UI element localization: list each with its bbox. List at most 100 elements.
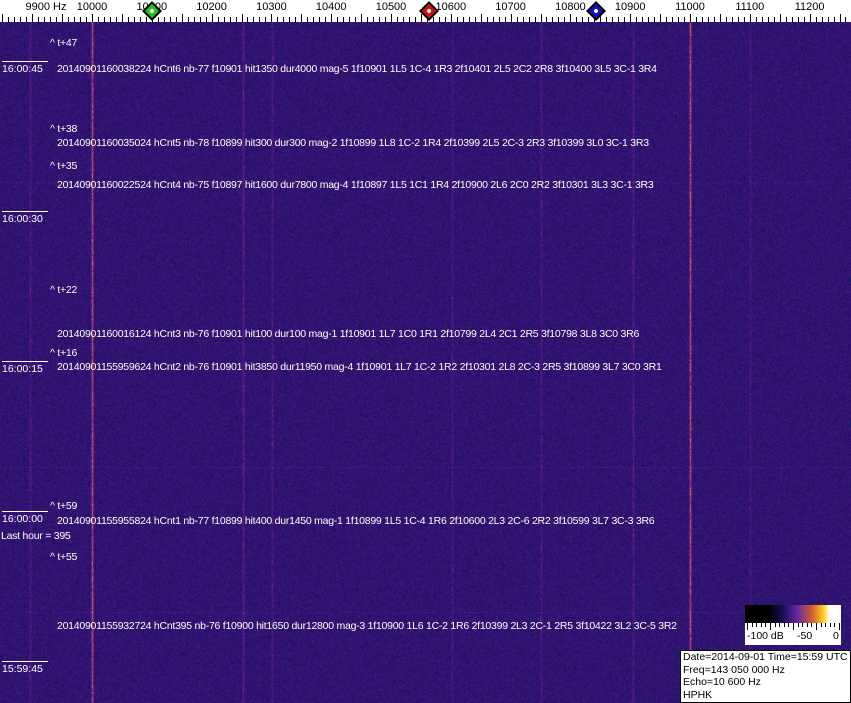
frequency-tick — [481, 14, 482, 22]
frequency-tick — [786, 17, 787, 22]
frequency-tick — [702, 17, 703, 22]
scale-tick — [829, 623, 831, 627]
frequency-tick — [146, 17, 147, 22]
frequency-tick-label: 11200 — [794, 1, 825, 13]
scale-label: -100 dB — [747, 630, 784, 642]
frequency-tick — [283, 17, 284, 22]
frequency-tick — [32, 14, 33, 22]
frequency-tick-label: 10900 — [614, 1, 646, 13]
frequency-tick — [792, 17, 793, 22]
frequency-tick — [822, 17, 823, 22]
frequency-tick-label: 11000 — [675, 1, 705, 13]
time-label: 16:00:00 — [2, 511, 48, 525]
frequency-tick — [570, 14, 571, 22]
frequency-tick — [68, 17, 69, 22]
scale-tick — [770, 623, 771, 630]
detection-line: 20140901160022524 hCnt4 nb-75 f10897 hit… — [57, 179, 654, 191]
info-box: Date=2014-09-01 Time=15:59 UTC Freq=143 … — [680, 650, 851, 703]
frequency-tick — [816, 17, 817, 22]
frequency-tick — [26, 17, 27, 22]
frequency-tick — [331, 14, 332, 22]
frequency-tick — [690, 14, 691, 22]
frequency-tick — [600, 14, 601, 22]
detection-line: 20140901160038224 hCnt6 nb-77 f10901 hit… — [57, 63, 657, 75]
scale-tick — [751, 623, 753, 627]
info-echo: Echo=10 600 Hz — [683, 676, 761, 688]
frequency-tick — [230, 17, 231, 22]
frequency-tick — [44, 17, 45, 22]
frequency-tick — [38, 17, 39, 22]
scale-tick — [825, 623, 827, 627]
frequency-tick — [517, 17, 518, 22]
frequency-tick — [493, 17, 494, 22]
frequency-tick — [20, 17, 21, 22]
frequency-tick-label: 10700 — [495, 1, 526, 13]
frequency-tick — [720, 14, 721, 22]
detection-line: 20140901160016124 hCnt3 nb-76 f10901 hit… — [57, 328, 640, 340]
frequency-tick — [8, 17, 9, 22]
frequency-tick — [558, 17, 559, 22]
frequency-tick — [361, 14, 362, 22]
frequency-tick — [253, 17, 254, 22]
frequency-tick — [104, 17, 105, 22]
frequency-tick — [367, 17, 368, 22]
frequency-tick — [750, 14, 751, 22]
frequency-tick — [271, 14, 272, 22]
frequency-tick — [726, 17, 727, 22]
waterfall-spectrogram[interactable] — [0, 22, 851, 703]
frequency-tick — [295, 17, 296, 22]
frequency-tick — [678, 17, 679, 22]
frequency-tick — [708, 17, 709, 22]
frequency-tick — [116, 17, 117, 22]
frequency-tick — [128, 17, 129, 22]
frequency-tick — [337, 17, 338, 22]
frequency-tick — [523, 17, 524, 22]
frequency-tick — [606, 17, 607, 22]
time-label: 16:00:15 — [2, 361, 48, 375]
frequency-tick-label: 10800 — [555, 1, 586, 13]
frequency-tick — [14, 17, 15, 22]
frequency-tick — [804, 17, 805, 22]
frequency-tick — [546, 17, 547, 22]
detection-line: 20140901155932724 hCnt395 nb-76 f10900 h… — [57, 620, 677, 632]
frequency-tick — [564, 17, 565, 22]
frequency-tick — [774, 17, 775, 22]
frequency-tick — [475, 17, 476, 22]
scale-tick — [816, 623, 817, 630]
frequency-tick — [541, 14, 542, 22]
frequency-tick-label: 11100 — [735, 1, 765, 13]
frequency-tick-label: 10200 — [196, 1, 227, 13]
frequency-tick — [92, 14, 93, 22]
frequency-tick — [810, 14, 811, 22]
frequency-tick — [301, 14, 302, 22]
frequency-tick — [122, 14, 123, 22]
frequency-tick — [319, 17, 320, 22]
frequency-tick — [642, 17, 643, 22]
frequency-tick — [415, 17, 416, 22]
frequency-tick — [529, 17, 530, 22]
frequency-tick — [469, 17, 470, 22]
frequency-tick-label: 10500 — [375, 1, 407, 13]
frequency-tick — [768, 17, 769, 22]
frequency-tick — [409, 17, 410, 22]
detection-line: 20140901155959624 hCnt2 nb-76 f10901 hit… — [57, 361, 662, 373]
frequency-tick — [505, 17, 506, 22]
scale-tick — [806, 623, 808, 627]
scale-tick — [811, 623, 813, 627]
frequency-tick — [182, 14, 183, 22]
frequency-tick — [828, 17, 829, 22]
color-scale: -100 dB -50 0 — [745, 605, 841, 645]
frequency-tick — [576, 17, 577, 22]
time-label: 16:00:30 — [2, 211, 48, 225]
detection-line: 20140901160035024 hCnt5 nb-78 f10899 hit… — [57, 137, 649, 149]
frequency-tick — [379, 17, 380, 22]
frequency-tick — [535, 17, 536, 22]
scale-tick — [834, 623, 836, 627]
frequency-tick — [738, 17, 739, 22]
frequency-tick — [194, 17, 195, 22]
frequency-tick — [218, 17, 219, 22]
frequency-tick — [265, 17, 266, 22]
last-hour-count: Last hour = 395 — [1, 530, 71, 542]
frequency-tick — [732, 17, 733, 22]
frequency-tick — [373, 17, 374, 22]
